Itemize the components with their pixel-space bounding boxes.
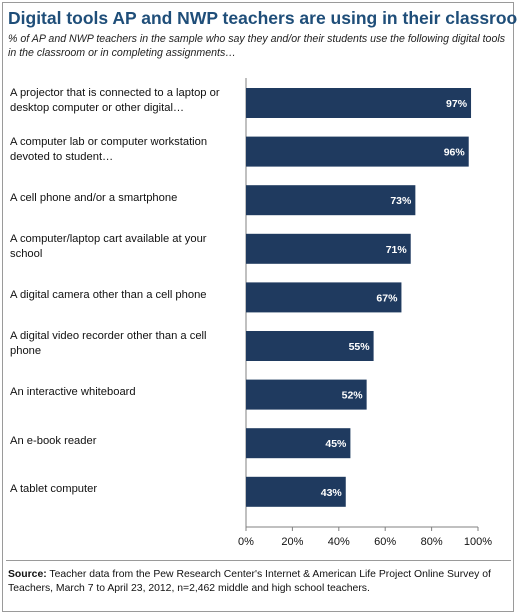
bar <box>246 331 374 361</box>
x-tick-label: 80% <box>421 536 443 548</box>
source-text: Teacher data from the Pew Research Cente… <box>8 569 491 594</box>
x-tick-label: 40% <box>328 536 350 548</box>
bar <box>246 476 346 507</box>
bar <box>246 185 416 216</box>
data-label: 45% <box>325 438 347 450</box>
category-label: A cell phone and/or a smartphone <box>10 191 178 204</box>
x-tick-label: 100% <box>464 536 492 548</box>
source-label: Source: <box>8 569 47 580</box>
bar <box>246 233 411 264</box>
category-label: An e-book reader <box>10 434 97 447</box>
data-label: 73% <box>390 195 412 207</box>
data-label: 71% <box>386 244 408 256</box>
source-divider <box>6 560 511 561</box>
category-label: A computer/laptop cart available at your… <box>10 232 207 260</box>
x-tick-label: 0% <box>238 536 254 548</box>
data-label: 55% <box>349 341 371 353</box>
data-label: 96% <box>444 147 466 159</box>
category-label: A projector that is connected to a lapto… <box>10 87 220 114</box>
x-tick-label: 60% <box>374 536 396 548</box>
x-tick-label: 20% <box>281 536 303 548</box>
bar <box>246 282 402 313</box>
category-label: A digital camera other than a cell phone <box>10 288 207 301</box>
data-label: 67% <box>376 292 398 304</box>
category-label: A tablet computer <box>10 483 98 496</box>
bar <box>246 88 472 118</box>
data-label: 97% <box>446 98 468 110</box>
bar <box>246 428 351 459</box>
category-label: An interactive whiteboard <box>10 386 136 399</box>
data-label: 52% <box>342 390 364 402</box>
chart-title: Digital tools AP and NWP teachers are us… <box>8 8 518 28</box>
bar <box>246 379 367 410</box>
bar <box>246 136 469 167</box>
source-note: Source: Teacher data from the Pew Resear… <box>8 568 512 596</box>
data-label: 43% <box>321 487 343 499</box>
chart-subtitle: % of AP and NWP teachers in the sample w… <box>8 33 505 59</box>
category-label: A computer lab or computer workstation d… <box>10 135 208 163</box>
category-label: A digital video recorder other than a ce… <box>10 330 207 357</box>
chart-frame <box>2 2 514 612</box>
